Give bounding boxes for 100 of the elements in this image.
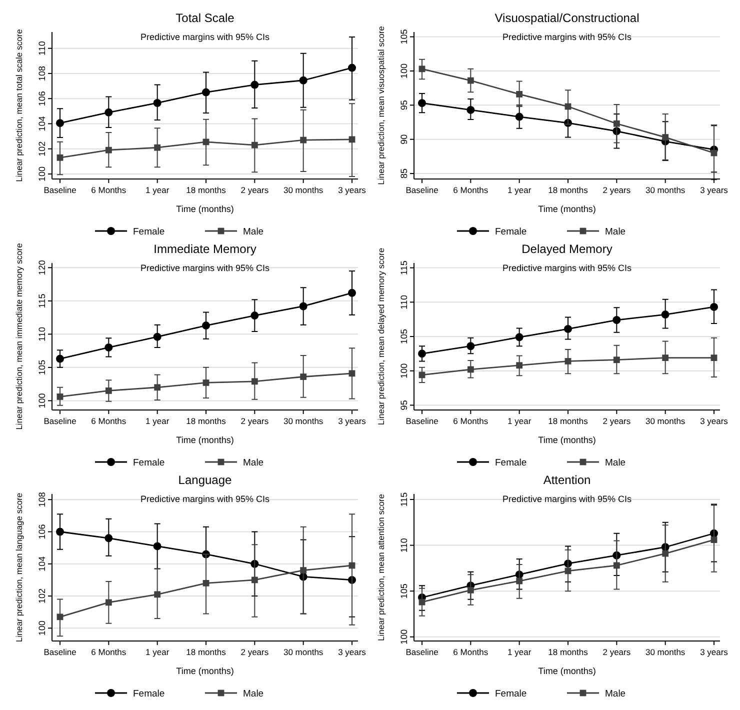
y-axis-title: Linear prediction, mean attention score xyxy=(376,494,386,641)
y-tick-label: 120 xyxy=(37,260,47,276)
chart-title: Total Scale xyxy=(176,11,235,25)
y-tick-label: 110 xyxy=(37,41,47,56)
point xyxy=(202,380,210,386)
x-tick-label: Baseline xyxy=(44,416,77,426)
x-tick-label: 1 year xyxy=(508,416,532,426)
x-tick-label: 18 months xyxy=(186,647,226,657)
point xyxy=(153,332,162,341)
point xyxy=(202,580,210,586)
x-tick-label: 2 years xyxy=(602,185,631,195)
y-tick-label: 115 xyxy=(399,492,409,507)
y-tick-label: 100 xyxy=(399,629,409,644)
point xyxy=(56,614,64,620)
point xyxy=(300,567,307,574)
point xyxy=(300,136,307,144)
y-tick-label: 85 xyxy=(399,168,409,179)
point xyxy=(250,80,259,89)
legend-label: Female xyxy=(495,226,527,238)
point xyxy=(202,322,210,330)
chart-subtitle: Predictive margins with 95% CIs xyxy=(502,263,632,273)
y-tick-label: 110 xyxy=(399,294,409,310)
point xyxy=(202,88,210,96)
legend-label: Female xyxy=(133,226,165,238)
point xyxy=(348,288,356,297)
point xyxy=(418,99,426,108)
x-tick-label: 6 Months xyxy=(453,647,488,657)
point xyxy=(710,354,718,361)
x-tick-label: Baseline xyxy=(406,416,439,426)
y-tick-label: 115 xyxy=(37,294,47,308)
chart-title: Immediate Memory xyxy=(154,242,256,256)
y-tick-label: 105 xyxy=(399,584,409,599)
y-tick-label: 95 xyxy=(399,400,409,410)
y-tick-label: 104 xyxy=(37,116,47,132)
point xyxy=(300,374,307,380)
x-tick-label: 2 years xyxy=(240,416,269,426)
chart-title: Delayed Memory xyxy=(522,242,612,256)
point xyxy=(104,343,113,352)
point xyxy=(56,393,64,400)
x-axis-title: Time (months) xyxy=(538,204,596,214)
chart-title: Language xyxy=(178,473,232,487)
point xyxy=(154,591,161,598)
x-axis-title: Time (months) xyxy=(176,204,234,214)
point xyxy=(104,534,113,542)
chart-subtitle: Predictive margins with 95% CIs xyxy=(140,494,270,504)
point xyxy=(105,146,112,154)
x-tick-label: Baseline xyxy=(406,647,439,657)
x-tick-label: 3 years xyxy=(338,647,366,657)
y-tick-label: 100 xyxy=(37,620,47,636)
point xyxy=(613,562,620,569)
point xyxy=(467,77,474,84)
x-tick-label: 6 Months xyxy=(91,185,126,195)
point xyxy=(516,91,523,98)
point xyxy=(710,302,718,311)
x-tick-label: 18 months xyxy=(186,416,226,426)
point xyxy=(710,536,718,543)
x-tick-label: 2 years xyxy=(240,185,269,195)
point xyxy=(418,598,426,606)
point xyxy=(56,528,64,536)
y-tick-label: 108 xyxy=(37,66,47,81)
x-tick-label: 1 year xyxy=(146,647,170,657)
y-tick-label: 115 xyxy=(399,260,409,275)
point xyxy=(153,542,162,550)
legend-label: Male xyxy=(243,458,264,468)
point xyxy=(104,108,113,116)
x-tick-label: 2 years xyxy=(602,416,631,426)
point xyxy=(613,120,620,127)
x-tick-label: 30 months xyxy=(645,185,686,195)
y-tick-label: 105 xyxy=(37,360,47,375)
point xyxy=(56,154,64,161)
point xyxy=(105,599,112,606)
point xyxy=(348,136,356,143)
point xyxy=(154,144,161,151)
x-tick-label: 18 months xyxy=(548,185,588,195)
x-tick-label: Baseline xyxy=(406,185,439,195)
y-tick-label: 102 xyxy=(37,588,47,604)
y-tick-label: 100 xyxy=(37,166,47,182)
x-tick-label: 30 months xyxy=(645,647,686,657)
y-tick-label: 104 xyxy=(37,556,47,572)
point xyxy=(299,76,308,84)
point xyxy=(153,98,162,107)
y-tick-label: 100 xyxy=(399,63,409,78)
legend-label: Male xyxy=(243,226,264,238)
x-tick-label: 3 years xyxy=(338,185,366,195)
point xyxy=(466,106,475,114)
legend-label: Female xyxy=(133,458,165,468)
y-axis-title: Linear prediction, mean total scale score xyxy=(14,28,24,182)
point xyxy=(564,358,572,364)
y-tick-label: 105 xyxy=(399,328,409,344)
y-tick-label: 105 xyxy=(399,29,409,44)
y-tick-label: 100 xyxy=(399,363,409,378)
legend-label: Male xyxy=(605,458,626,468)
point xyxy=(661,310,670,319)
point xyxy=(516,362,523,369)
x-tick-label: 2 years xyxy=(602,647,631,657)
y-tick-label: 110 xyxy=(37,326,47,342)
chart-title: Attention xyxy=(543,473,591,487)
x-tick-label: 30 months xyxy=(283,416,324,426)
point xyxy=(613,356,620,364)
y-tick-label: 90 xyxy=(399,134,409,144)
